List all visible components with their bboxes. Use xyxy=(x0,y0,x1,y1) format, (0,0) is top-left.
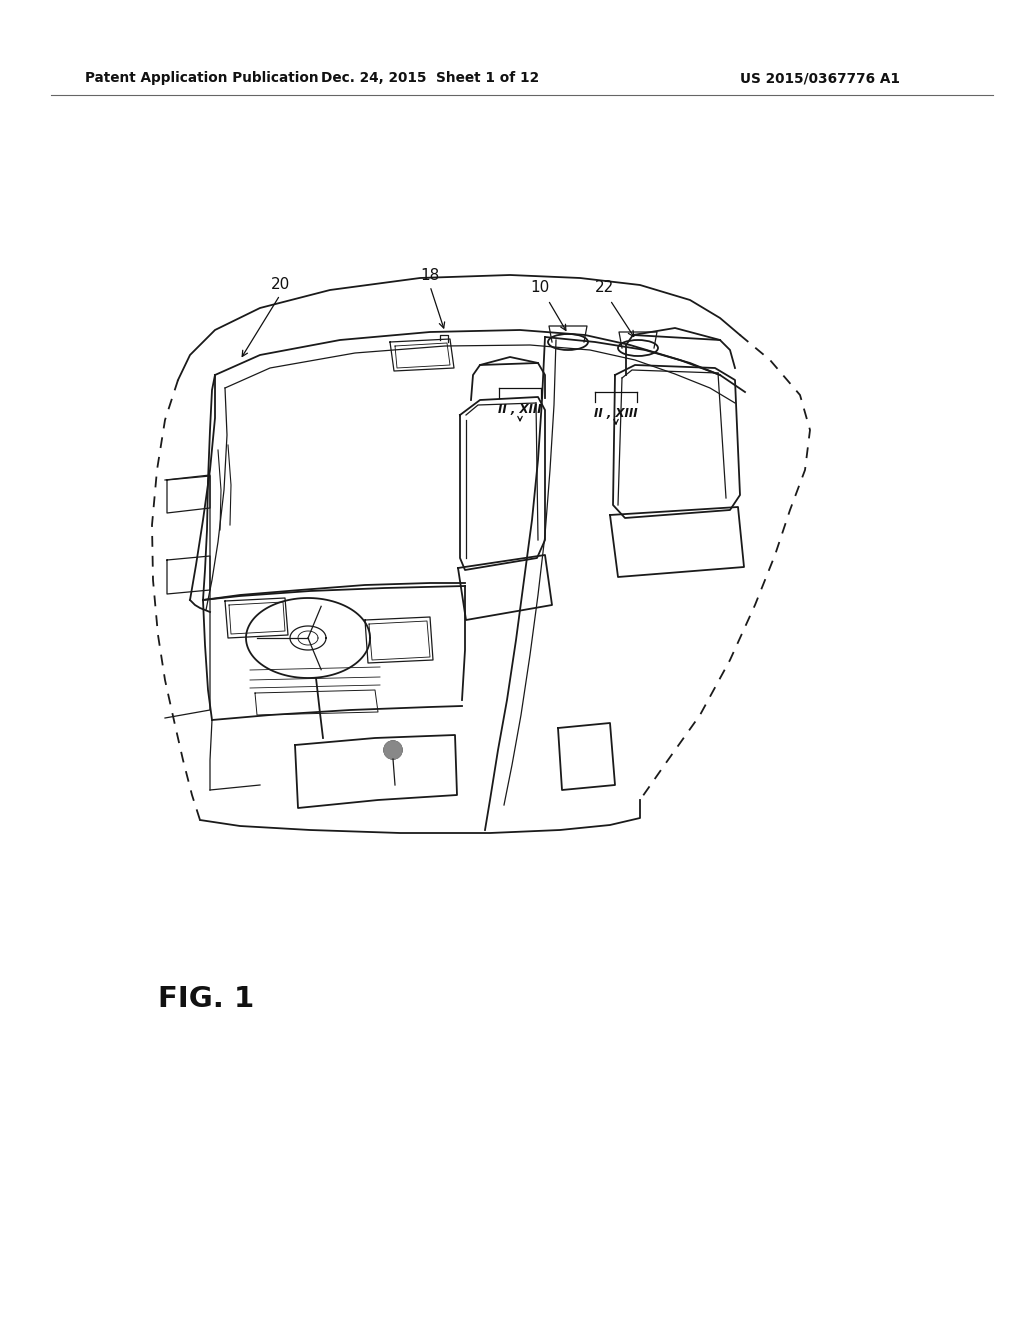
Text: 18: 18 xyxy=(421,268,439,282)
Text: FIG. 1: FIG. 1 xyxy=(158,985,254,1012)
Text: II , XIII: II , XIII xyxy=(499,403,542,416)
Text: Patent Application Publication: Patent Application Publication xyxy=(85,71,318,84)
Circle shape xyxy=(384,741,402,759)
Text: 10: 10 xyxy=(530,280,550,294)
Text: Dec. 24, 2015  Sheet 1 of 12: Dec. 24, 2015 Sheet 1 of 12 xyxy=(321,71,539,84)
Text: 20: 20 xyxy=(270,277,290,292)
Text: II , XIII: II , XIII xyxy=(594,407,638,420)
Circle shape xyxy=(384,741,402,759)
Text: 22: 22 xyxy=(595,280,614,294)
Text: US 2015/0367776 A1: US 2015/0367776 A1 xyxy=(740,71,900,84)
